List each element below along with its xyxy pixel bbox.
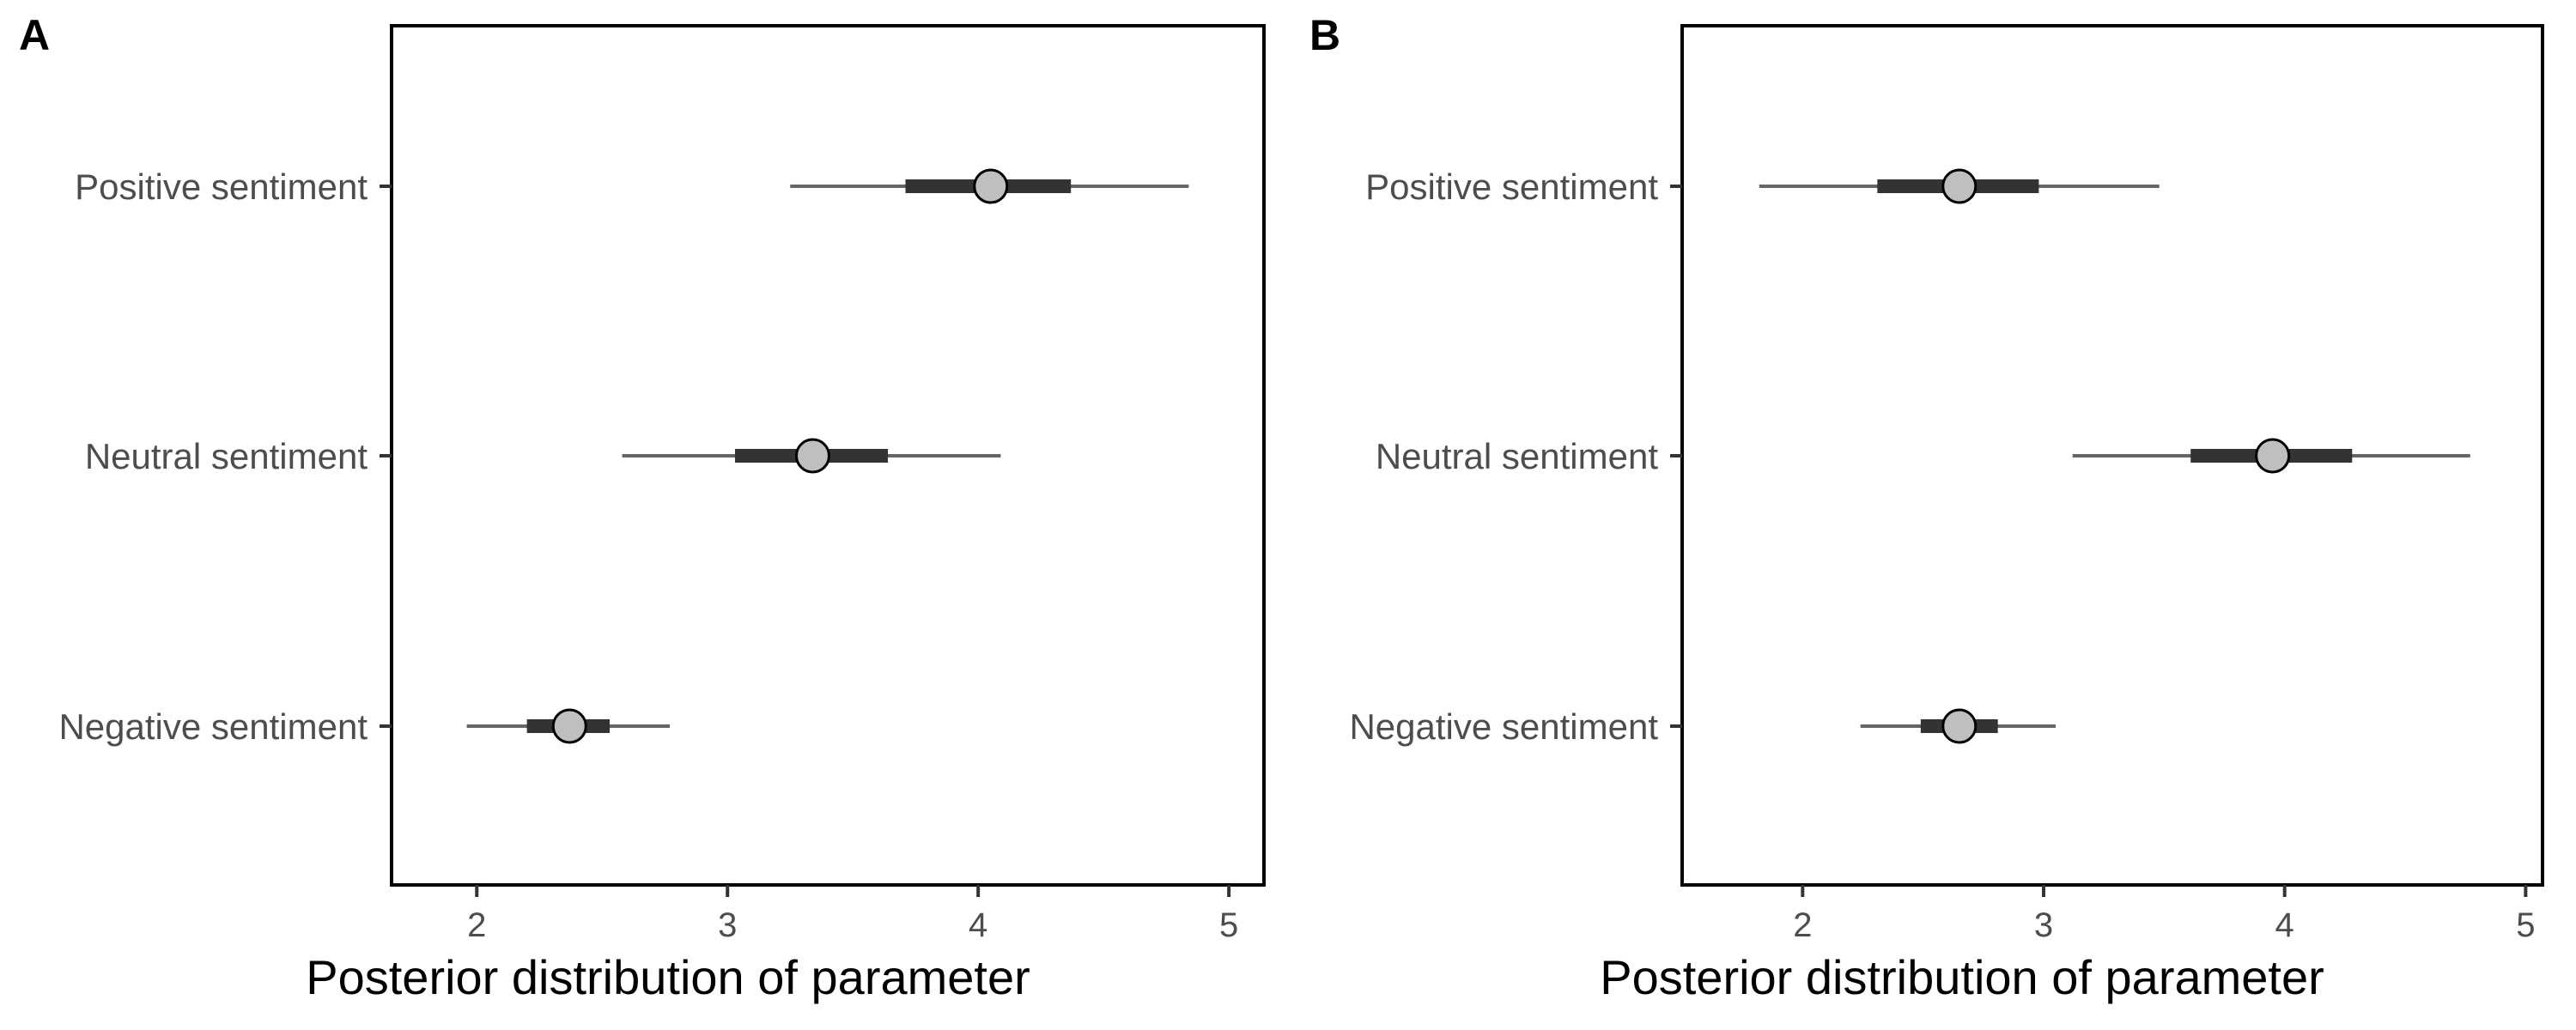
x-tick-label: 3 — [718, 906, 737, 944]
x-axis-title: Posterior distribution of parameter — [1600, 950, 2324, 1004]
x-tick-label: 2 — [467, 906, 486, 944]
median-point — [794, 438, 830, 474]
x-tick-label: 4 — [969, 906, 987, 944]
median-point — [1941, 708, 1978, 744]
panel-a: A Posterior distribution of parameter 2 3… — [19, 11, 1266, 1004]
x-tick-label: 3 — [2034, 906, 2053, 944]
category-label: Neutral sentiment — [85, 436, 368, 476]
x-axis-title: Posterior distribution of parameter — [306, 950, 1030, 1004]
x-tick-label: 5 — [2516, 906, 2535, 944]
category-label: Neutral sentiment — [1376, 436, 1658, 476]
median-point — [551, 708, 587, 744]
panel-letter: B — [1309, 11, 1340, 59]
median-point — [2255, 438, 2291, 474]
x-tick-label: 2 — [1793, 906, 1812, 944]
category-label: Positive sentiment — [1365, 167, 1658, 207]
x-tick-label: 5 — [1219, 906, 1238, 944]
median-point — [973, 168, 1009, 204]
category-label: Negative sentiment — [1349, 706, 1658, 747]
x-tick-label: 4 — [2275, 906, 2294, 944]
panel-b: B Posterior distribution of parameter 2 3… — [1309, 11, 2544, 1004]
panel-letter: A — [19, 11, 50, 59]
category-label: Positive sentiment — [75, 167, 368, 207]
median-point — [1941, 168, 1978, 204]
category-label: Negative sentiment — [58, 706, 368, 747]
